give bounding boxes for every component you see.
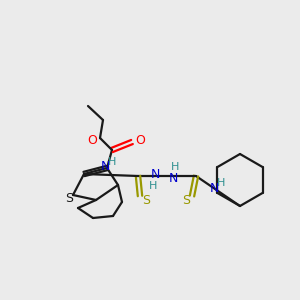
Text: N: N: [150, 167, 160, 181]
Text: S: S: [182, 194, 190, 206]
Text: O: O: [135, 134, 145, 146]
Text: S: S: [65, 191, 73, 205]
Text: N: N: [209, 182, 219, 194]
Text: H: H: [149, 181, 157, 191]
Text: O: O: [87, 134, 97, 146]
Text: N: N: [168, 172, 178, 184]
Text: N: N: [100, 160, 110, 173]
Text: H: H: [217, 178, 225, 188]
Text: H: H: [171, 162, 179, 172]
Text: S: S: [142, 194, 150, 206]
Text: H: H: [108, 157, 116, 167]
